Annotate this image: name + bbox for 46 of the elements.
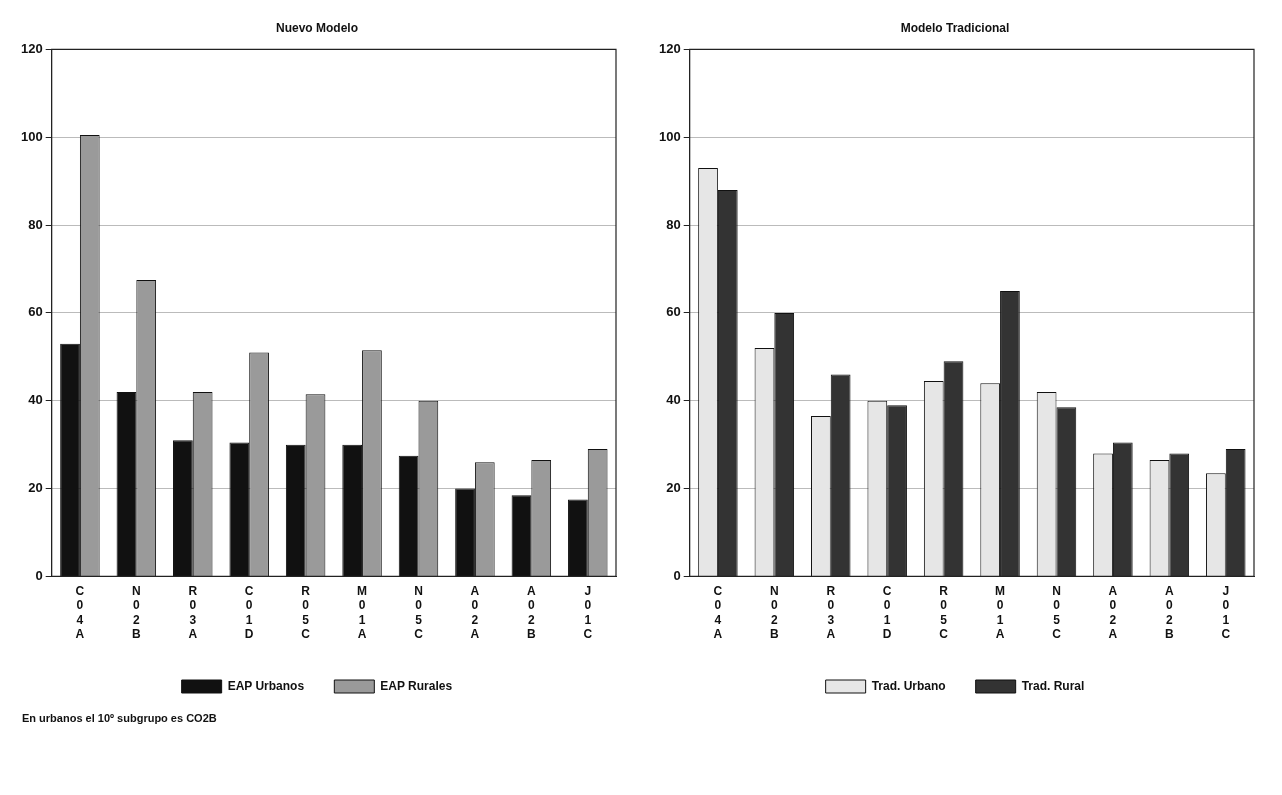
x-tick-label: A02B	[527, 583, 537, 642]
y-tick-label: 60	[28, 304, 43, 320]
y-tick-label: 20	[666, 480, 681, 496]
x-tick-label: A02B	[1165, 583, 1175, 642]
x-tick-label: M01A	[357, 583, 368, 642]
x-tick-label: M01A	[995, 583, 1006, 642]
x-tick-label: R03A	[826, 583, 836, 642]
chart-title: Modelo Tradicional	[900, 20, 1010, 35]
legend-label: Trad. Rural	[1021, 678, 1085, 693]
y-tick-label: 0	[35, 567, 43, 583]
x-tick-label: C04A	[713, 583, 723, 642]
y-tick-label: 60	[666, 304, 681, 320]
legend-label: EAP Urbanos	[227, 678, 305, 693]
x-tick-label: A02A	[470, 583, 480, 642]
y-tick-label: 80	[28, 216, 43, 232]
x-tick-label: N05C	[414, 583, 424, 642]
y-tick-label: 40	[28, 392, 43, 408]
x-tick-label: J01C	[1221, 583, 1231, 642]
y-tick-label: 40	[666, 392, 681, 408]
chart-title: Nuevo Modelo	[275, 20, 359, 35]
x-tick-label: R05C	[301, 583, 311, 642]
y-tick-label: 0	[673, 567, 681, 583]
bar	[116, 391, 137, 576]
bar	[511, 495, 532, 576]
y-tick-label: 80	[666, 216, 681, 232]
x-tick-label: R05C	[939, 583, 949, 642]
text: En urbanos el 10º subgrupo es CO2B	[21, 712, 218, 724]
x-tick-label: N02B	[770, 583, 779, 642]
legend-label: EAP Rurales	[380, 678, 453, 693]
x-tick-label: N02B	[132, 583, 141, 642]
y-tick-label: 120	[658, 40, 681, 56]
y-tick-label: 100	[20, 128, 43, 144]
x-tick-label: C04A	[75, 583, 85, 642]
legend-label: Trad. Urbano	[871, 678, 946, 693]
x-tick-label: C01D	[882, 583, 892, 642]
x-tick-label: N05C	[1052, 583, 1062, 642]
x-tick-label: A02A	[1108, 583, 1118, 642]
x-tick-label: J01C	[583, 583, 593, 642]
bar	[398, 455, 419, 576]
y-tick-label: 120	[20, 40, 43, 56]
y-tick-label: 20	[28, 480, 43, 496]
x-tick-label: C01D	[244, 583, 254, 642]
bar	[342, 444, 363, 576]
y-tick-label: 100	[658, 128, 681, 144]
bar	[229, 442, 250, 576]
x-tick-label: R03A	[188, 583, 198, 642]
